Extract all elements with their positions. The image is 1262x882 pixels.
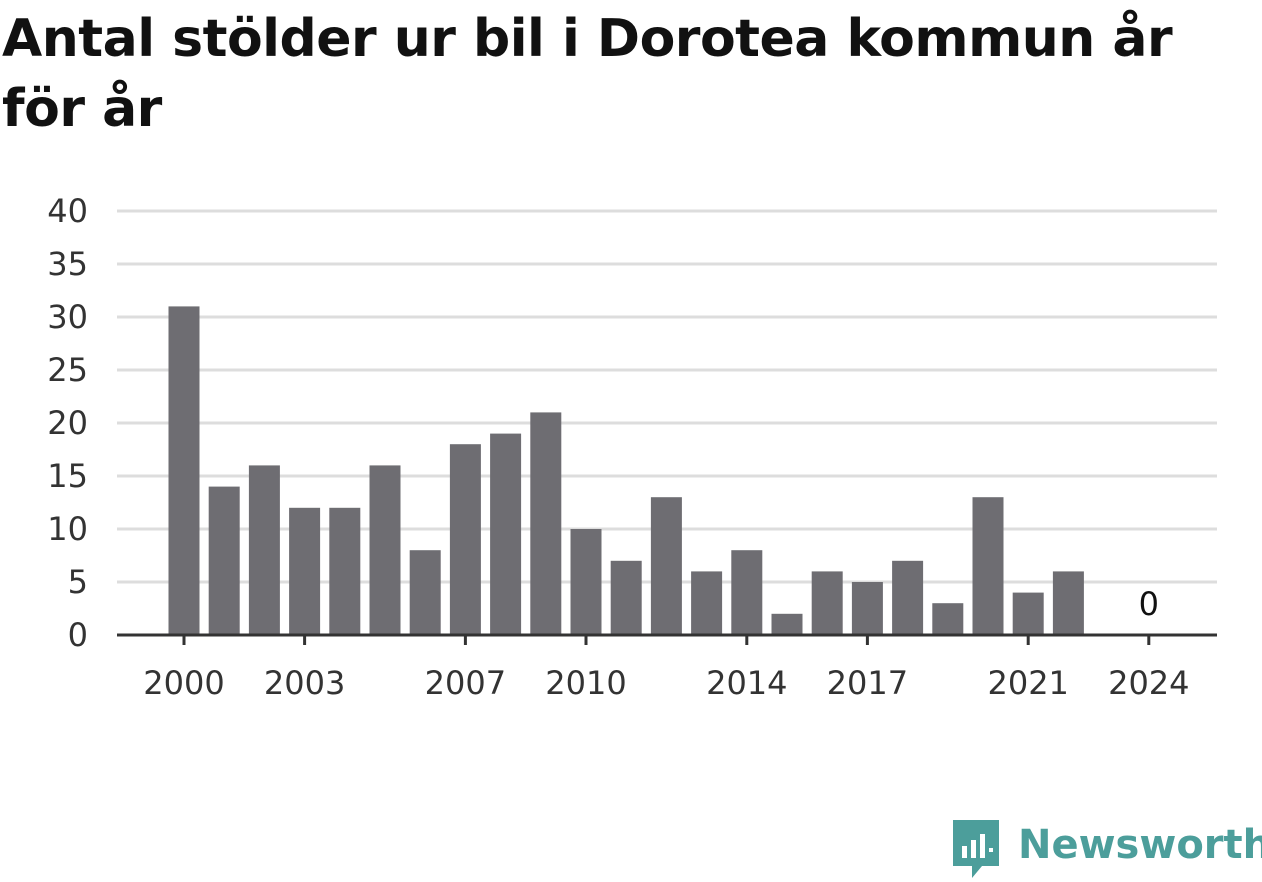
bar-2002 [248,465,280,635]
x-axis-ticks: 2000 2003 2007 2010 2014 2017 2021 2024 [143,635,1190,702]
x-tick-label: 2017 [827,664,908,702]
bar-2011 [610,560,642,635]
y-tick-label: 5 [68,563,88,601]
y-tick-label: 35 [47,245,88,283]
gridlines [117,209,1217,584]
y-tick-label: 40 [47,192,88,230]
bar-2008 [490,433,522,635]
bar-2013 [691,571,723,635]
annotations: 0 [1136,582,1162,626]
bar-2005 [369,465,401,635]
bar-2019 [932,603,964,635]
bar-2003 [289,507,321,635]
y-tick-label: 0 [68,616,88,654]
bars [168,306,1084,635]
x-tick-label: 2007 [425,664,506,702]
bar-2012 [650,497,682,635]
x-tick-label: 2000 [143,664,224,702]
bar-2022 [1052,571,1084,635]
bar-2010 [570,529,602,635]
bar-2014 [731,550,763,635]
x-tick-label: 2010 [545,664,626,702]
x-tick-label: 2024 [1108,664,1189,702]
bar-2009 [530,412,562,635]
y-tick-label: 10 [47,510,88,548]
y-tick-label: 25 [47,351,88,389]
y-tick-label: 30 [47,298,88,336]
bar-2017 [851,582,883,635]
bar-2021 [1012,592,1044,635]
x-tick-label: 2003 [264,664,345,702]
y-tick-label: 15 [47,457,88,495]
bar-2015 [771,613,803,635]
x-tick-label: 2014 [706,664,787,702]
newsworthy-logo-icon [953,820,999,878]
bar-2016 [811,571,843,635]
value-label: 0 [1139,585,1159,623]
y-axis-tick-labels: 0 5 10 15 20 25 30 35 40 [47,192,88,654]
bar-2000 [168,306,200,635]
newsworthy-logo: Newsworthy [950,818,1262,882]
chart-title: Antal stölder ur bil i Dorotea kommun år… [2,9,1173,139]
bar-2001 [208,486,240,635]
bar-2007 [449,444,481,635]
bar-2018 [892,560,924,635]
brand-name: Newsworthy [1018,822,1262,868]
bar-2004 [329,507,361,635]
bar-2006 [409,550,441,635]
x-tick-label: 2021 [987,664,1068,702]
bar-2020 [972,497,1004,635]
y-tick-label: 20 [47,404,88,442]
